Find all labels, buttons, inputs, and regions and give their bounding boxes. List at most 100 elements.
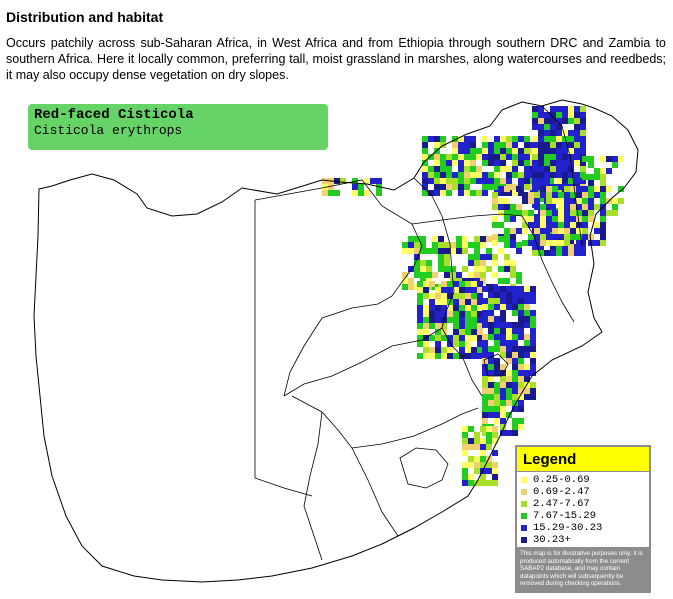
grid-cell: [588, 174, 594, 180]
grid-cell: [456, 272, 462, 278]
grid-cell: [453, 287, 459, 293]
grid-cell: [435, 335, 441, 341]
grid-cell: [422, 154, 428, 160]
grid-cell: [580, 160, 586, 166]
grid-cell: [447, 287, 453, 293]
grid-cell: [458, 148, 464, 154]
grid-cell: [462, 444, 468, 450]
grid-cell: [512, 190, 518, 196]
grid-cell: [500, 136, 506, 142]
grid-cell: [568, 196, 574, 202]
grid-cell: [477, 287, 483, 293]
grid-cell: [474, 236, 480, 242]
grid-cell: [492, 222, 498, 228]
grid-cell: [494, 388, 500, 394]
grid-cell: [524, 316, 530, 322]
grid-cell: [518, 136, 524, 142]
grid-cell: [482, 136, 488, 142]
grid-cell: [432, 272, 438, 278]
grid-cell: [480, 254, 486, 260]
grid-cell: [570, 186, 576, 192]
grid-cell: [518, 346, 524, 352]
grid-cell: [426, 260, 432, 266]
grid-cell: [440, 184, 446, 190]
grid-cell: [458, 172, 464, 178]
grid-cell: [488, 316, 494, 322]
grid-cell: [528, 198, 534, 204]
grid-cell: [512, 406, 518, 412]
grid-cell: [492, 254, 498, 260]
grid-cell: [574, 124, 580, 130]
grid-cell: [530, 298, 536, 304]
grid-cell: [506, 400, 512, 406]
grid-cell: [538, 148, 544, 154]
grid-cell: [500, 160, 506, 166]
grid-cell: [510, 242, 516, 248]
grid-cell: [524, 304, 530, 310]
grid-cell: [334, 178, 340, 184]
grid-cell: [453, 323, 459, 329]
grid-cell: [538, 178, 544, 184]
grid-cell: [482, 358, 488, 364]
grid-cell: [570, 210, 576, 216]
grid-cell: [414, 236, 420, 242]
grid-cell: [504, 216, 510, 222]
grid-cell: [328, 190, 334, 196]
grid-cell: [453, 305, 459, 311]
grid-cell: [524, 388, 530, 394]
grid-cell: [524, 346, 530, 352]
grid-cell: [588, 210, 594, 216]
grid-cell: [574, 106, 580, 112]
grid-cell: [574, 118, 580, 124]
grid-cell: [446, 172, 452, 178]
grid-cell: [500, 292, 506, 298]
grid-cell: [512, 166, 518, 172]
grid-cell: [524, 172, 530, 178]
grid-cell: [506, 328, 512, 334]
grid-cell: [538, 226, 544, 232]
border-swaziland: [483, 353, 509, 377]
grid-cell: [447, 353, 453, 359]
grid-cell: [582, 216, 588, 222]
grid-cell: [532, 178, 538, 184]
grid-cell: [532, 124, 538, 130]
grid-cell: [512, 340, 518, 346]
grid-cell: [516, 248, 522, 254]
grid-cell: [506, 394, 512, 400]
grid-cell: [574, 142, 580, 148]
grid-cell: [544, 142, 550, 148]
grid-cell: [488, 184, 494, 190]
grid-cell: [534, 240, 540, 246]
grid-cell: [488, 172, 494, 178]
grid-cell: [494, 160, 500, 166]
grid-cell: [477, 311, 483, 317]
grid-cell: [488, 310, 494, 316]
grid-cell: [552, 192, 558, 198]
grid-cell: [322, 190, 328, 196]
grid-cell: [492, 260, 498, 266]
grid-cell: [486, 266, 492, 272]
grid-cell: [423, 341, 429, 347]
grid-cell: [580, 250, 586, 256]
grid-cell: [488, 148, 494, 154]
grid-cell: [582, 174, 588, 180]
grid-cell: [518, 382, 524, 388]
grid-cell: [482, 370, 488, 376]
grid-cell: [422, 178, 428, 184]
grid-cell: [486, 444, 492, 450]
grid-cell: [516, 186, 522, 192]
grid-cell: [574, 172, 580, 178]
grid-cell: [476, 148, 482, 154]
grid-cell: [518, 388, 524, 394]
grid-cell: [482, 304, 488, 310]
grid-cell: [538, 112, 544, 118]
grid-cell: [512, 142, 518, 148]
grid-cell: [582, 222, 588, 228]
grid-cell: [550, 118, 556, 124]
grid-cell: [600, 192, 606, 198]
grid-cell: [494, 364, 500, 370]
grid-cell: [570, 192, 576, 198]
grid-cell: [546, 192, 552, 198]
grid-cell: [556, 244, 562, 250]
grid-cell: [474, 462, 480, 468]
